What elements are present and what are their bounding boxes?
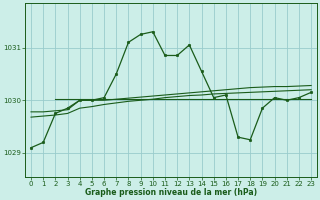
X-axis label: Graphe pression niveau de la mer (hPa): Graphe pression niveau de la mer (hPa) [85, 188, 257, 197]
